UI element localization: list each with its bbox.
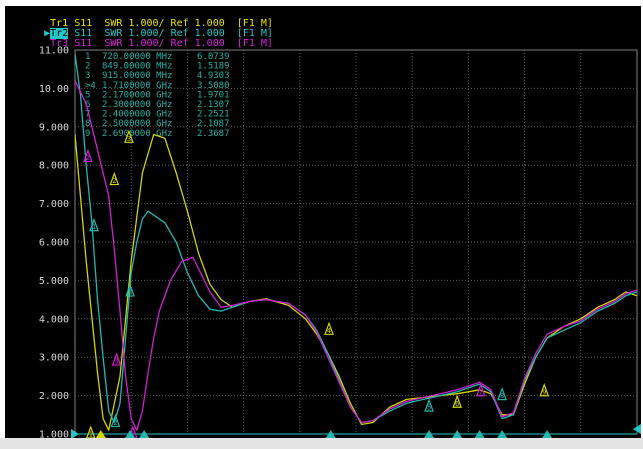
marker-table-value: 6.0739 (197, 52, 230, 62)
marker-table-num: 3 (85, 71, 90, 81)
marker-symbol[interactable]: 1 (85, 425, 96, 439)
marker-label: 8 (500, 392, 504, 400)
reference-arrow-icon (71, 429, 79, 439)
marker-symbol[interactable]: 3 (125, 283, 135, 297)
marker-label: 3 (128, 288, 132, 296)
marker-symbol[interactable]: 2 (110, 413, 121, 428)
trace-id-tr3: Tr3 (50, 38, 69, 49)
marker-label: 5 (427, 404, 431, 412)
marker-table-freq: 2.4000000 GHz (102, 110, 172, 120)
marker-symbol[interactable]: 8 (497, 386, 507, 401)
x-marker-triangle-icon[interactable] (542, 430, 553, 438)
marker-table-freq: 720.00000 MHz (102, 52, 172, 62)
x-axis-markers (95, 430, 553, 438)
marker-label: 2 (86, 154, 90, 162)
marker-symbol[interactable]: 4 (324, 321, 334, 335)
swr-chart[interactable]: 11.00 10.00 9.000 8.000 7.000 6.000 5.000 4.000… (5, 6, 641, 446)
trace-id-tr2: Tr2 (50, 28, 69, 39)
marker-symbol[interactable]: 1 (89, 217, 99, 232)
marker-table-freq: 915.00000 MHz (102, 71, 172, 81)
x-marker-triangle-icon[interactable] (139, 430, 150, 438)
marker-table-num: 7 (85, 110, 90, 120)
marker-symbol[interactable]: 6 (452, 394, 463, 408)
marker-table-freq: 2.3000000 GHz (102, 100, 172, 110)
marker-table-value: 1.5189 (197, 62, 230, 72)
marker-table-num: 2 (85, 62, 90, 72)
marker-table-freq: 2.5000000 GHz (102, 119, 172, 129)
marker-label: 2 (112, 177, 116, 185)
marker-symbol[interactable]: 2 (109, 171, 120, 186)
marker-table: 1 720.00000 MHz 6.0739 2 849.00000 MHz 1.5189… (85, 52, 230, 139)
x-marker-triangle-icon[interactable] (325, 430, 336, 438)
marker-table-num: 1 (85, 52, 90, 62)
y-tick-label: 4.000 (39, 314, 69, 325)
y-tick-label: 7.000 (39, 199, 69, 210)
marker-symbol[interactable]: 3 (111, 352, 122, 366)
marker-table-value: 4.9303 (197, 71, 230, 81)
y-tick-label: 11.00 (39, 46, 69, 57)
marker-label: 1 (89, 431, 93, 439)
marker-table-freq: 2.6900000 GHz (102, 129, 172, 139)
marker-label: 9 (542, 388, 546, 396)
marker-table-num: 5 (85, 90, 90, 100)
status-bar (0, 438, 643, 449)
y-tick-label: 5.000 (39, 276, 69, 287)
y-tick-label: 1.000 (39, 430, 69, 441)
y-tick-label: 3.000 (39, 353, 69, 364)
marker-symbol[interactable]: 7 (475, 383, 486, 397)
marker-table-value: 3.5080 (197, 81, 230, 91)
trace-params-tr3: S11 SWR 1.000/ Ref 1.000 [F1 M] (74, 38, 273, 49)
marker-symbol[interactable]: 5 (424, 398, 434, 412)
chart-grid (74, 49, 638, 435)
marker-layer: 112223331456789 (83, 129, 550, 439)
marker-table-num: >4 (85, 81, 96, 91)
x-marker-triangle-icon[interactable] (424, 430, 435, 438)
y-tick-label: 9.000 (39, 122, 69, 133)
marker-table-num: 6 (85, 100, 90, 110)
marker-table-num: 9 (85, 129, 90, 139)
x-marker-triangle-icon[interactable] (497, 430, 508, 438)
trace-params-tr1: S11 SWR 1.000/ Ref 1.000 [F1 M] (74, 18, 273, 29)
marker-label: 6 (455, 400, 459, 408)
marker-label: 2 (113, 419, 117, 427)
marker-table-freq: 1.7100000 GHz (102, 81, 172, 91)
marker-label: 1 (92, 223, 96, 231)
y-tick-label: 6.000 (39, 238, 69, 249)
trace-header-tr3[interactable]: Tr3 S11 SWR 1.000/ Ref 1.000 [F1 M] (14, 29, 273, 59)
marker-table-value: 1.9701 (197, 90, 230, 100)
y-axis-labels: 11.00 10.00 9.000 8.000 7.000 6.000 5.000 4.000… (39, 46, 79, 441)
marker-symbol[interactable]: 3 (124, 129, 134, 143)
marker-table-value: 2.1307 (197, 100, 230, 110)
marker-table-value: 2.1087 (197, 119, 230, 129)
right-scroll-triangle-icon[interactable] (633, 424, 641, 434)
trace-header-tr1[interactable]: Tr1 S11 SWR 1.000/ Ref 1.000 [F1 M] (14, 9, 273, 39)
marker-table-value: 2.3687 (197, 129, 230, 139)
y-tick-label: 10.00 (39, 84, 69, 95)
marker-table-freq: 849.00000 MHz (102, 62, 172, 72)
y-tick-label: 2.000 (39, 391, 69, 402)
x-marker-triangle-icon[interactable] (125, 430, 136, 438)
marker-table-value: 2.2521 (197, 110, 230, 120)
active-trace-arrow-icon: ▶ (44, 28, 51, 39)
marker-table-freq: 2.1700000 GHz (102, 90, 172, 100)
marker-label: 4 (327, 327, 331, 335)
marker-label: 3 (127, 135, 131, 143)
marker-label: 3 (114, 358, 118, 366)
trace-line-tr1 (75, 133, 637, 431)
trace-params-tr2: S11 SWR 1.000/ Ref 1.000 [F1 M] (74, 28, 273, 39)
trace-line-tr3 (75, 80, 637, 431)
trace-layer (75, 53, 637, 431)
x-marker-triangle-icon[interactable] (474, 430, 485, 438)
trace-header-tr2[interactable]: ▶Tr2 S11 SWR 1.000/ Ref 1.000 [F1 M] (8, 19, 273, 49)
display-panel: Tr1 S11 SWR 1.000/ Ref 1.000 [F1 M] ▶Tr2… (5, 6, 641, 446)
y-tick-label: 8.000 (39, 161, 69, 172)
marker-symbol[interactable]: 9 (539, 383, 550, 397)
x-marker-triangle-icon[interactable] (452, 430, 463, 438)
marker-table-num: 8 (85, 119, 90, 129)
trace-id-tr1: Tr1 (50, 18, 69, 29)
x-marker-triangle-icon[interactable] (95, 430, 106, 438)
marker-label: 7 (479, 388, 483, 396)
marker-symbol[interactable]: 2 (83, 148, 93, 163)
